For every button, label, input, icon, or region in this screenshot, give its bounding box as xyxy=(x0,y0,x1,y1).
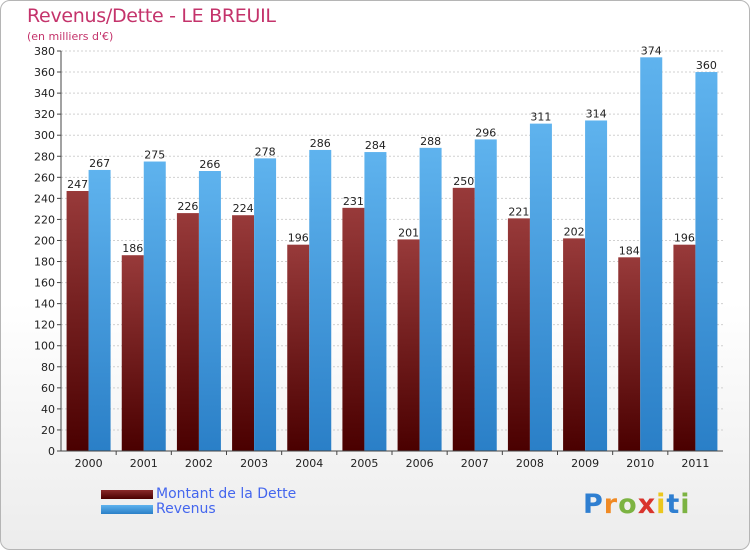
bar-revenue xyxy=(88,169,111,451)
data-label-debt: 247 xyxy=(67,178,88,191)
x-tick-label: 2002 xyxy=(185,457,213,470)
bar-revenue xyxy=(640,57,663,451)
x-tick-label: 2006 xyxy=(406,457,434,470)
bar-debt xyxy=(397,239,420,451)
chart-subtitle: (en milliers d'€) xyxy=(27,30,114,43)
bar-debt xyxy=(232,215,255,451)
bar-debt xyxy=(287,244,310,451)
chart-title: Revenus/Dette - LE BREUIL xyxy=(27,5,276,27)
data-label-revenue: 296 xyxy=(475,126,496,139)
bar-debt xyxy=(673,244,696,451)
bar-revenue xyxy=(419,147,442,451)
bar-debt xyxy=(618,257,641,451)
bar-revenue xyxy=(309,149,332,451)
x-tick-label: 2009 xyxy=(571,457,599,470)
data-label-debt: 196 xyxy=(288,232,309,245)
legend-swatch-debt xyxy=(101,490,153,499)
bar-revenue xyxy=(474,139,497,451)
data-label-revenue: 267 xyxy=(89,157,110,170)
y-tick-label: 220 xyxy=(34,213,55,226)
data-label-revenue: 275 xyxy=(144,149,165,162)
y-tick-label: 20 xyxy=(41,424,55,437)
legend-label-debt: Montant de la Dette xyxy=(156,486,297,502)
data-label-revenue: 284 xyxy=(365,139,386,152)
logo-letter: i xyxy=(680,489,691,520)
x-tick-label: 2008 xyxy=(516,457,544,470)
y-tick-label: 140 xyxy=(34,298,55,311)
y-tick-label: 380 xyxy=(34,45,55,58)
data-label-revenue: 360 xyxy=(696,59,717,72)
logo-letter: o xyxy=(618,489,638,520)
data-label-debt: 186 xyxy=(122,242,143,255)
y-tick-label: 340 xyxy=(34,87,55,100)
bar-debt xyxy=(507,218,530,451)
data-label-revenue: 286 xyxy=(310,137,331,150)
y-tick-label: 80 xyxy=(41,361,55,374)
legend-label-revenue: Revenus xyxy=(156,501,216,517)
data-label-revenue: 374 xyxy=(641,44,662,57)
x-tick-label: 2005 xyxy=(350,457,378,470)
data-label-debt: 231 xyxy=(343,195,364,208)
data-label-debt: 201 xyxy=(398,226,419,239)
bar-revenue xyxy=(529,123,552,451)
logo-letter: r xyxy=(603,489,619,520)
data-label-debt: 224 xyxy=(233,202,254,215)
data-label-debt: 184 xyxy=(619,244,640,257)
x-tick-label: 2010 xyxy=(626,457,654,470)
legend-swatch-revenue xyxy=(101,505,153,514)
y-tick-label: 60 xyxy=(41,382,55,395)
x-tick-label: 2000 xyxy=(75,457,103,470)
y-tick-label: 280 xyxy=(34,150,55,163)
bar-revenue xyxy=(695,72,718,451)
bar-debt xyxy=(121,255,144,451)
bar-revenue xyxy=(198,171,221,451)
y-tick-label: 160 xyxy=(34,277,55,290)
y-tick-label: 100 xyxy=(34,340,55,353)
bar-debt xyxy=(66,191,89,451)
x-tick-label: 2011 xyxy=(681,457,709,470)
y-tick-label: 180 xyxy=(34,256,55,269)
bar-revenue xyxy=(364,152,387,452)
logo-letter: P xyxy=(583,489,604,520)
bar-revenue xyxy=(143,161,166,452)
y-tick-label: 40 xyxy=(41,403,55,416)
bar-revenue xyxy=(585,120,608,451)
data-label-revenue: 311 xyxy=(530,111,551,124)
y-tick-label: 120 xyxy=(34,319,55,332)
bar-debt xyxy=(342,207,365,451)
y-tick-label: 360 xyxy=(34,66,55,79)
x-tick-label: 2003 xyxy=(240,457,268,470)
data-label-debt: 202 xyxy=(564,225,585,238)
y-tick-label: 200 xyxy=(34,234,55,247)
logo-letter: i xyxy=(656,489,667,520)
bar-debt xyxy=(563,238,586,451)
y-tick-label: 0 xyxy=(48,445,55,458)
y-tick-label: 300 xyxy=(34,129,55,142)
data-label-debt: 221 xyxy=(508,205,529,218)
x-tick-label: 2004 xyxy=(295,457,323,470)
bar-debt xyxy=(176,213,199,451)
bar-revenue xyxy=(254,158,277,452)
logo-letter: t xyxy=(666,489,681,520)
proxiti-logo: Proxiti xyxy=(583,489,691,520)
data-label-debt: 250 xyxy=(453,175,474,188)
logo-letter: x xyxy=(637,489,657,520)
y-tick-label: 240 xyxy=(34,192,55,205)
x-tick-label: 2007 xyxy=(461,457,489,470)
data-label-debt: 226 xyxy=(177,200,198,213)
data-label-revenue: 266 xyxy=(199,158,220,171)
y-tick-label: 260 xyxy=(34,171,55,184)
x-tick-label: 2001 xyxy=(130,457,158,470)
data-label-revenue: 314 xyxy=(586,107,607,120)
data-label-debt: 196 xyxy=(674,232,695,245)
bar-debt xyxy=(452,187,475,451)
y-tick-label: 320 xyxy=(34,108,55,121)
data-label-revenue: 278 xyxy=(255,145,276,158)
data-label-revenue: 288 xyxy=(420,135,441,148)
